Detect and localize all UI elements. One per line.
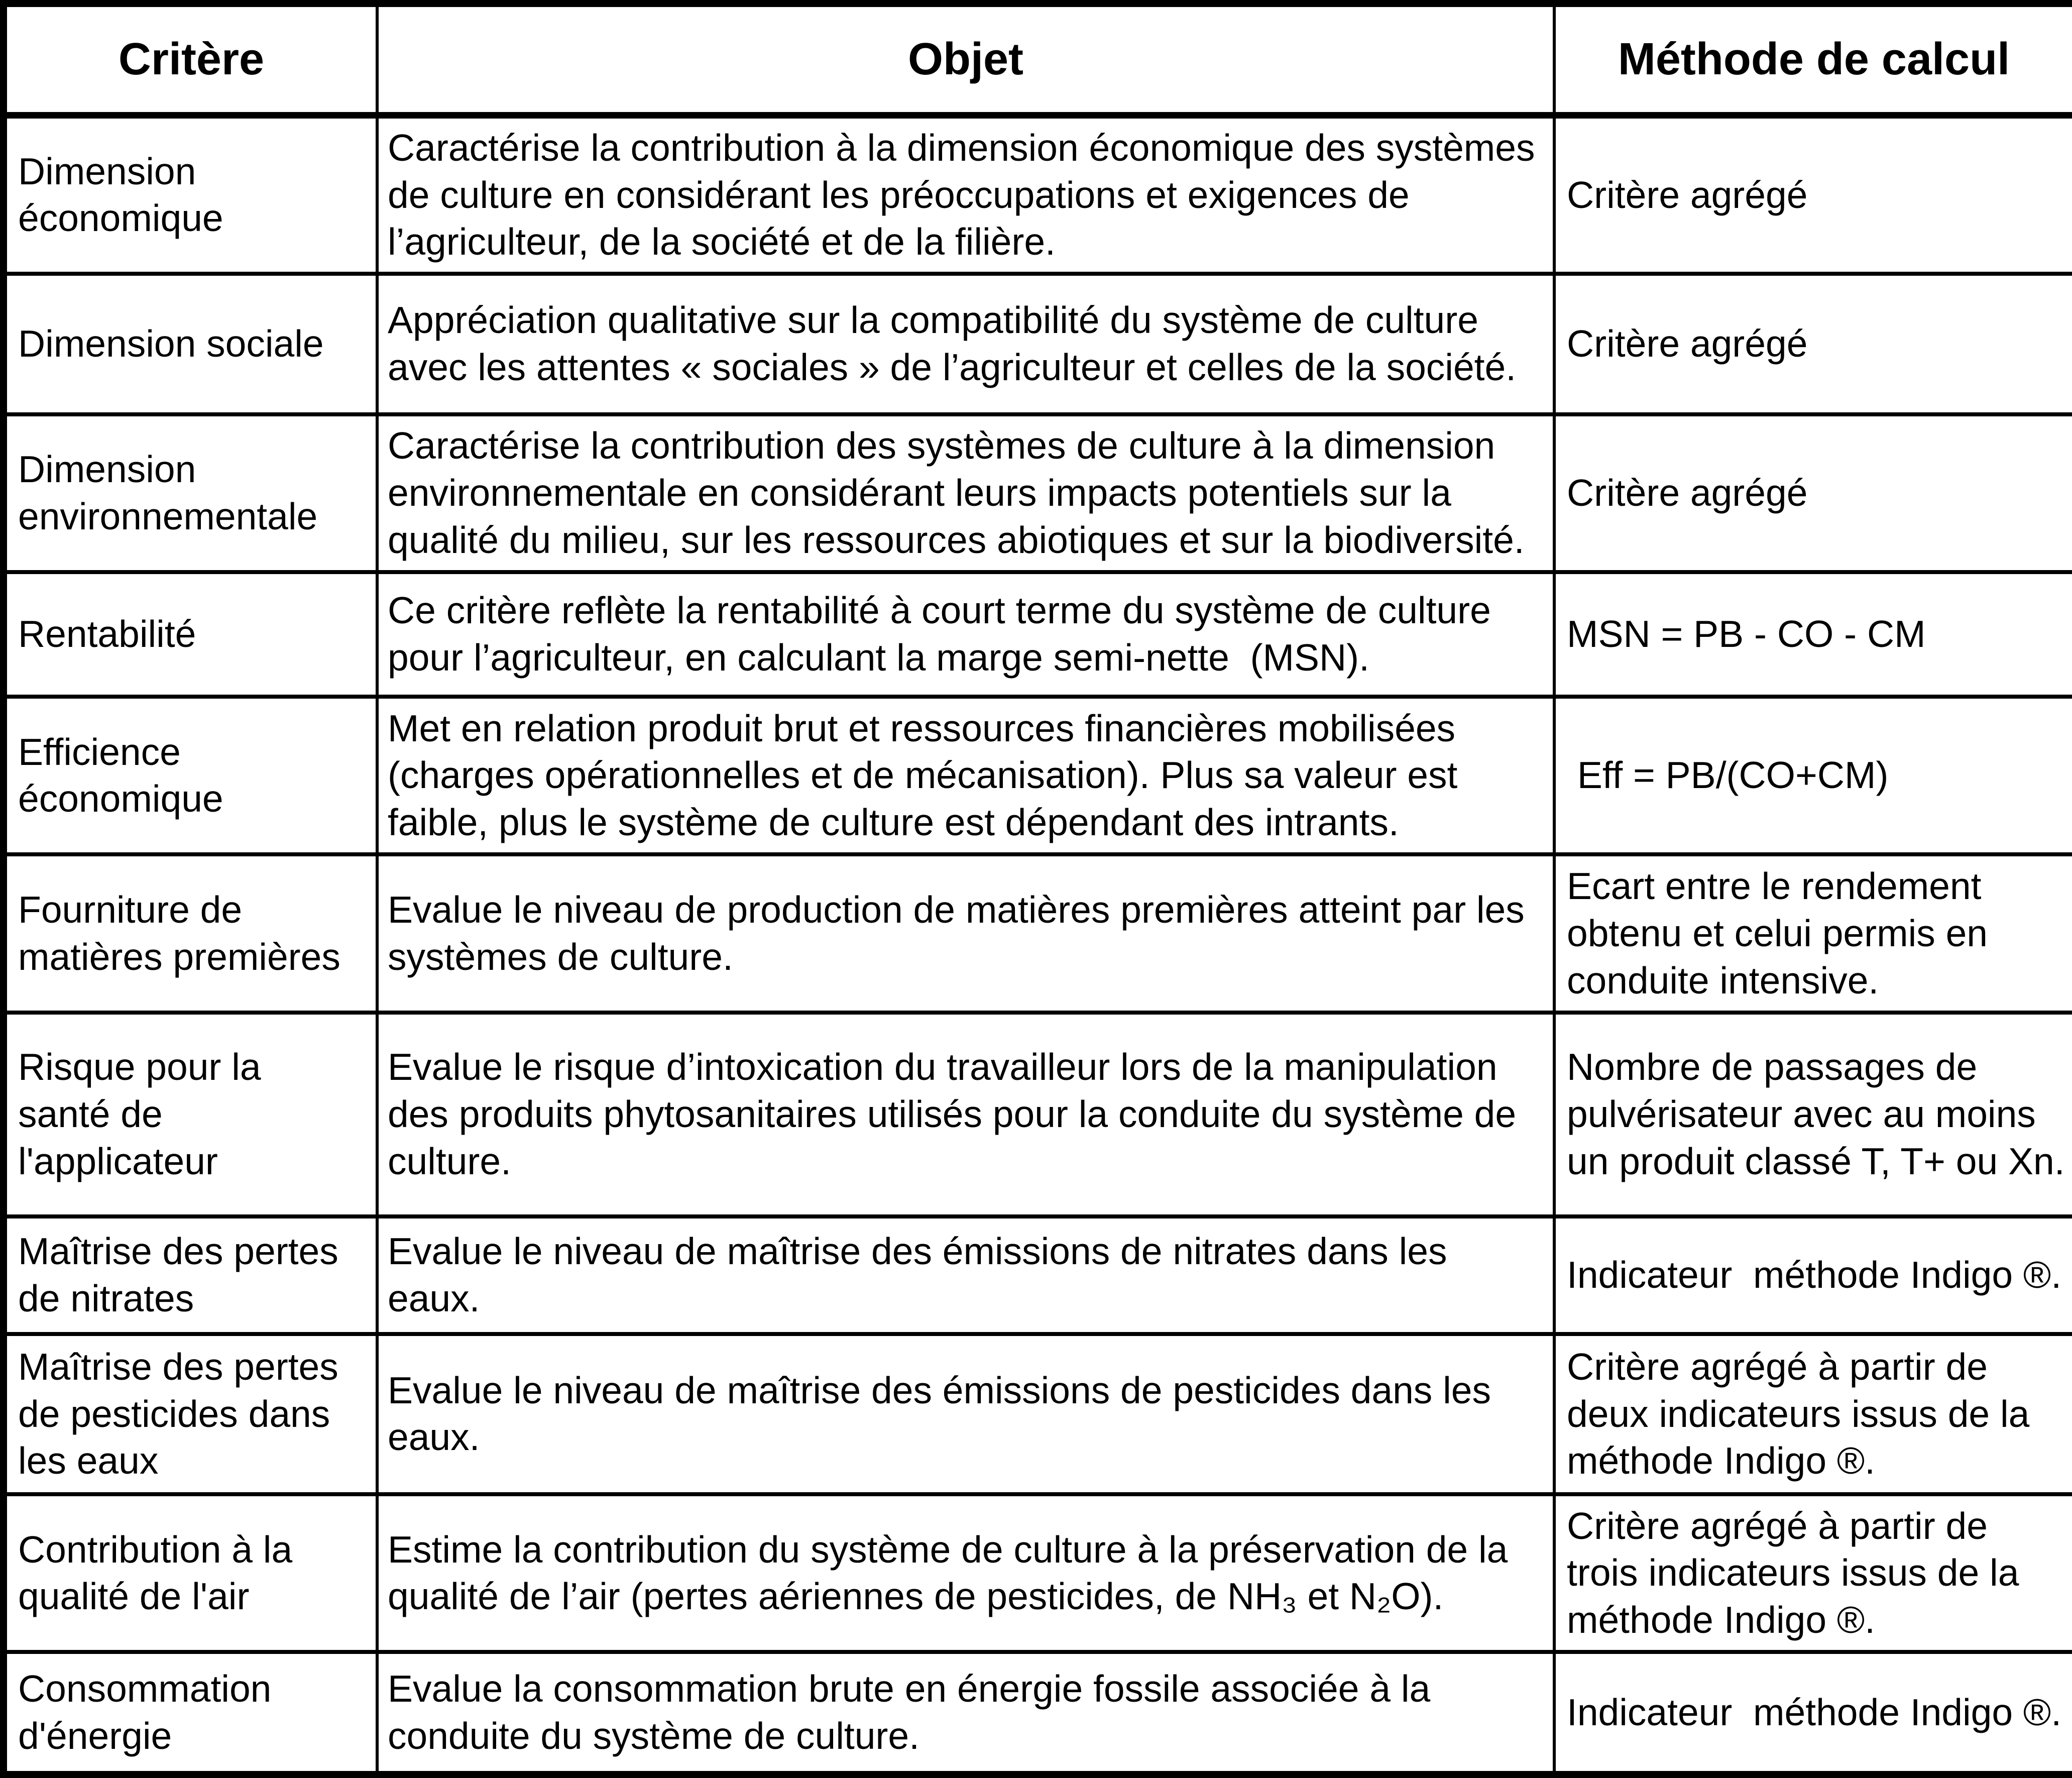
table-body: Dimension économique Caractérise la cont… [2,113,2072,1776]
method-cell: MSN = PB - CO - CM [1553,570,2072,699]
table-row: Contribution à la qualité de l'air Estim… [2,1492,2072,1654]
method-cell: Critère agrégé [1553,412,2072,574]
table-row: Dimension économique Caractérise la cont… [2,113,2072,276]
object-cell: Estime la contribution du système de cul… [376,1492,1556,1654]
table-row: Fourniture de matières premières Evalue … [2,852,2072,1015]
method-cell: Critère agrégé à partir de trois indicat… [1553,1492,2072,1654]
object-cell: Met en relation produit brut et ressourc… [376,695,1556,857]
criterion-cell: Fourniture de matières premières [2,852,379,1015]
method-cell: Indicateur méthode Indigo ®. [1553,1214,2072,1336]
table-row: Risque pour la santé de l'applicateur Ev… [2,1010,2072,1219]
column-header-objet: Objet [376,0,1556,119]
object-cell: Evalue la consommation brute en énergie … [376,1650,1556,1776]
table-row: Consommation d'énergie Evalue la consomm… [2,1650,2072,1776]
criterion-cell: Maîtrise des pertes de nitrates [2,1214,379,1336]
object-cell: Evalue le niveau de maîtrise des émissio… [376,1214,1556,1336]
object-cell: Evalue le niveau de maîtrise des émissio… [376,1331,1556,1497]
criterion-cell: Consommation d'énergie [2,1650,379,1776]
table-row: Efficience économique Met en relation pr… [2,695,2072,857]
method-cell: Ecart entre le rendement obtenu et celui… [1553,852,2072,1015]
table-row: Rentabilité Ce critère reflète la rentab… [2,570,2072,699]
method-cell: Critère agrégé [1553,272,2072,416]
object-cell: Caractérise la contribution des systèmes… [376,412,1556,574]
table-row: Maîtrise des pertes de pesticides dans l… [2,1331,2072,1497]
table-row: Dimension environnementale Caractérise l… [2,412,2072,574]
table-row: Dimension sociale Appréciation qualitati… [2,272,2072,416]
method-cell: Critère agrégé [1553,113,2072,276]
column-header-critere: Critère [2,0,379,119]
criterion-cell: Maîtrise des pertes de pesticides dans l… [2,1331,379,1497]
criterion-cell: Dimension sociale [2,272,379,416]
object-cell: Evalue le risque d’intoxication du trava… [376,1010,1556,1219]
table-row: Maîtrise des pertes de nitrates Evalue l… [2,1214,2072,1336]
criterion-cell: Dimension économique [2,113,379,276]
criterion-cell: Risque pour la santé de l'applicateur [2,1010,379,1219]
criterion-cell: Rentabilité [2,570,379,699]
header-row: Critère Objet Méthode de calcul [2,0,2072,119]
criterion-cell: Contribution à la qualité de l'air [2,1492,379,1654]
object-cell: Caractérise la contribution à la dimensi… [376,113,1556,276]
table-header: Critère Objet Méthode de calcul [2,0,2072,119]
object-cell: Ce critère reflète la rentabilité à cour… [376,570,1556,699]
criterion-cell: Dimension environnementale [2,412,379,574]
method-cell: Indicateur méthode Indigo ®. [1553,1650,2072,1776]
method-cell: Nombre de passages de pulvérisateur avec… [1553,1010,2072,1219]
method-cell: Eff = PB/(CO+CM) [1553,695,2072,857]
column-header-methode: Méthode de calcul [1553,0,2072,119]
method-cell: Critère agrégé à partir de deux indicate… [1553,1331,2072,1497]
criterion-cell: Efficience économique [2,695,379,857]
object-cell: Appréciation qualitative sur la compatib… [376,272,1556,416]
object-cell: Evalue le niveau de production de matièr… [376,852,1556,1015]
